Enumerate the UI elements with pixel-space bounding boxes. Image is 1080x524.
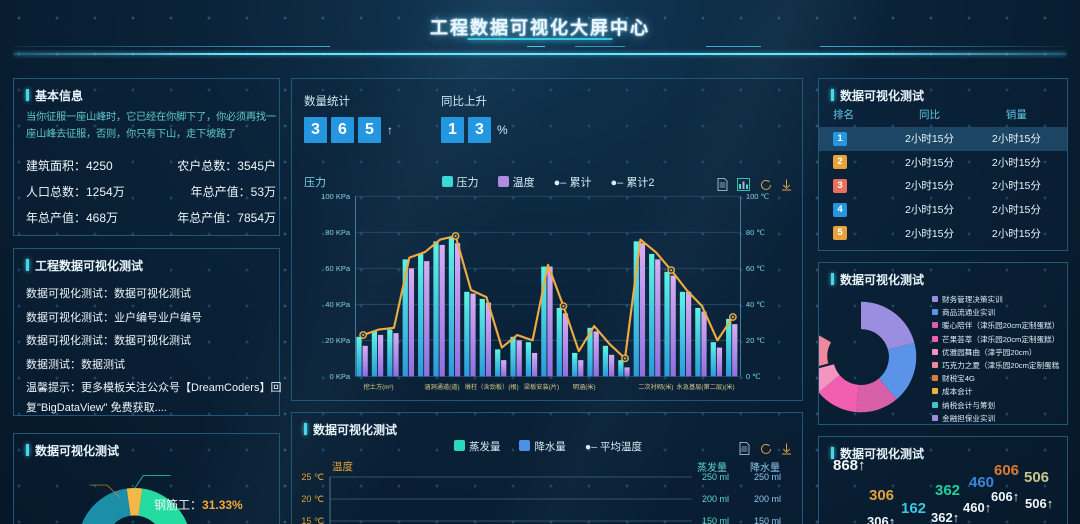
svg-text:20 ℃: 20 ℃ [746, 336, 766, 345]
svg-text:0 ℃: 0 ℃ [746, 372, 761, 381]
svg-text:20 KPa: 20 KPa [325, 336, 351, 345]
svg-text:250 ml: 250 ml [754, 472, 781, 482]
svg-text:水急基层(第二层)(米): 水急基层(第二层)(米) [677, 383, 735, 391]
svg-text:250 ml: 250 ml [702, 472, 729, 482]
svg-text:80 KPa: 80 KPa [325, 228, 351, 237]
svg-text:40 KPa: 40 KPa [325, 300, 351, 309]
svg-text:涵洞通道(道): 涵洞通道(道) [424, 383, 459, 391]
svg-text:100 KPa: 100 KPa [321, 192, 351, 201]
svg-text:挖土方(m³): 挖土方(m³) [364, 383, 394, 391]
svg-text:150 ml: 150 ml [702, 516, 729, 524]
svg-text:100 ℃: 100 ℃ [746, 192, 770, 201]
svg-text:25 ℃: 25 ℃ [301, 472, 324, 482]
svg-text:明涵(米): 明涵(米) [573, 383, 596, 391]
svg-text:0 KPa: 0 KPa [330, 372, 351, 381]
svg-text:15 ℃: 15 ℃ [301, 516, 324, 524]
svg-text:200 ml: 200 ml [754, 494, 781, 504]
svg-text:20 ℃: 20 ℃ [301, 494, 324, 504]
svg-text:墩柱（含劲板）(根): 墩柱（含劲板）(根) [465, 383, 519, 391]
svg-text:60 KPa: 60 KPa [325, 264, 351, 273]
svg-text:60 ℃: 60 ℃ [746, 264, 766, 273]
svg-text:梁板安装(片): 梁板安装(片) [524, 383, 559, 391]
svg-text:150 ml: 150 ml [754, 516, 781, 524]
svg-text:40 ℃: 40 ℃ [746, 300, 766, 309]
svg-text:80 ℃: 80 ℃ [746, 228, 766, 237]
svg-text:200 ml: 200 ml [702, 494, 729, 504]
svg-text:二次衬砌(米): 二次衬砌(米) [638, 383, 673, 391]
